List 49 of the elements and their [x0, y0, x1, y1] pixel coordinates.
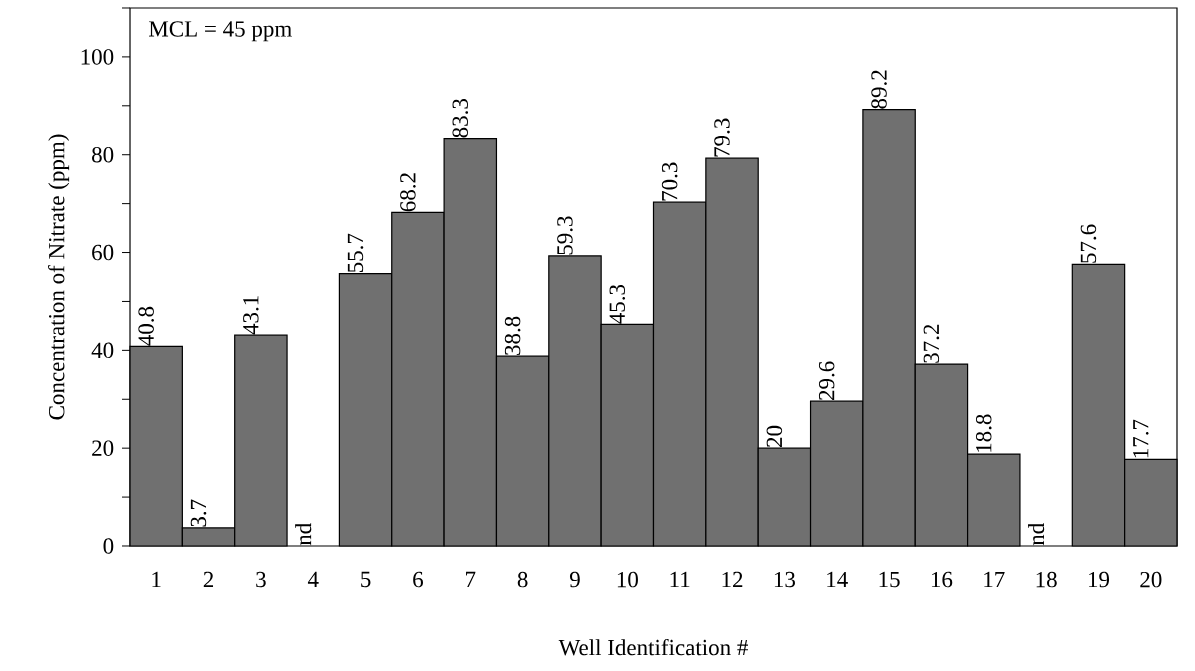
data-label: 17.7 [1133, 419, 1149, 458]
y-tick-label: 60 [92, 244, 114, 261]
y-tick-label: 40 [91, 342, 114, 359]
x-tick-label: 4 [307, 571, 319, 587]
data-label: 55.7 [347, 233, 364, 273]
text: nd [1028, 523, 1045, 546]
x-tick-label: 6 [413, 571, 423, 588]
x-tick-label: 1 [152, 571, 161, 588]
x-tick-label: 15 [879, 571, 900, 588]
data-label: 70.3 [661, 162, 678, 201]
data-label: 43.1 [243, 296, 259, 335]
annotation: MCL = 45 ppm [148, 21, 292, 42]
x-tick-label: 11 [670, 571, 690, 588]
data-label: 83.3 [452, 99, 469, 138]
data-label: 57.6 [1080, 224, 1097, 263]
data-label: 89.2 [871, 70, 887, 109]
data-label: 3.7 [190, 499, 207, 527]
data-label: 79.3 [714, 118, 730, 157]
data-label: 68.2 [400, 173, 416, 212]
y-tick-label: 80 [92, 146, 114, 163]
y-tick-label: 0 [103, 538, 114, 554]
data-label: 37.2 [923, 324, 940, 363]
data-label: 45.3 [609, 284, 626, 324]
x-axis-title: Well Identification # [558, 638, 748, 656]
x-tick-label: 16 [931, 571, 953, 588]
x-tick-label: 17 [984, 571, 1005, 588]
x-tick-label: 18 [1036, 571, 1057, 588]
x-tick-label: 7 [466, 571, 476, 587]
x-tick-label: 13 [774, 571, 795, 588]
data-label: 18.8 [975, 414, 992, 452]
x-tick-label: 8 [517, 571, 528, 588]
data-label: 59.3 [557, 216, 573, 255]
x-tick-label: 5 [361, 571, 371, 588]
y-axis-title: Concentration of Nitrate (ppm) [48, 134, 70, 420]
x-tick-label: 12 [722, 571, 743, 588]
data-label: 40.8 [138, 306, 154, 346]
x-tick-label: 3 [256, 571, 266, 588]
x-tick-label: 19 [1089, 571, 1110, 588]
x-tick-label: 2 [203, 571, 214, 588]
y-tick-label: 100 [81, 49, 114, 65]
x-tick-label: 20 [1140, 571, 1162, 588]
data-label: 29.6 [818, 361, 835, 401]
y-tick-label: 20 [92, 440, 114, 456]
text: nd [295, 523, 312, 546]
data-label: 20 [766, 425, 783, 447]
x-tick-label: 10 [617, 571, 638, 588]
data-label: 38.8 [504, 316, 521, 355]
x-tick-label: 14 [827, 571, 848, 588]
x-tick-label: 9 [569, 571, 580, 588]
